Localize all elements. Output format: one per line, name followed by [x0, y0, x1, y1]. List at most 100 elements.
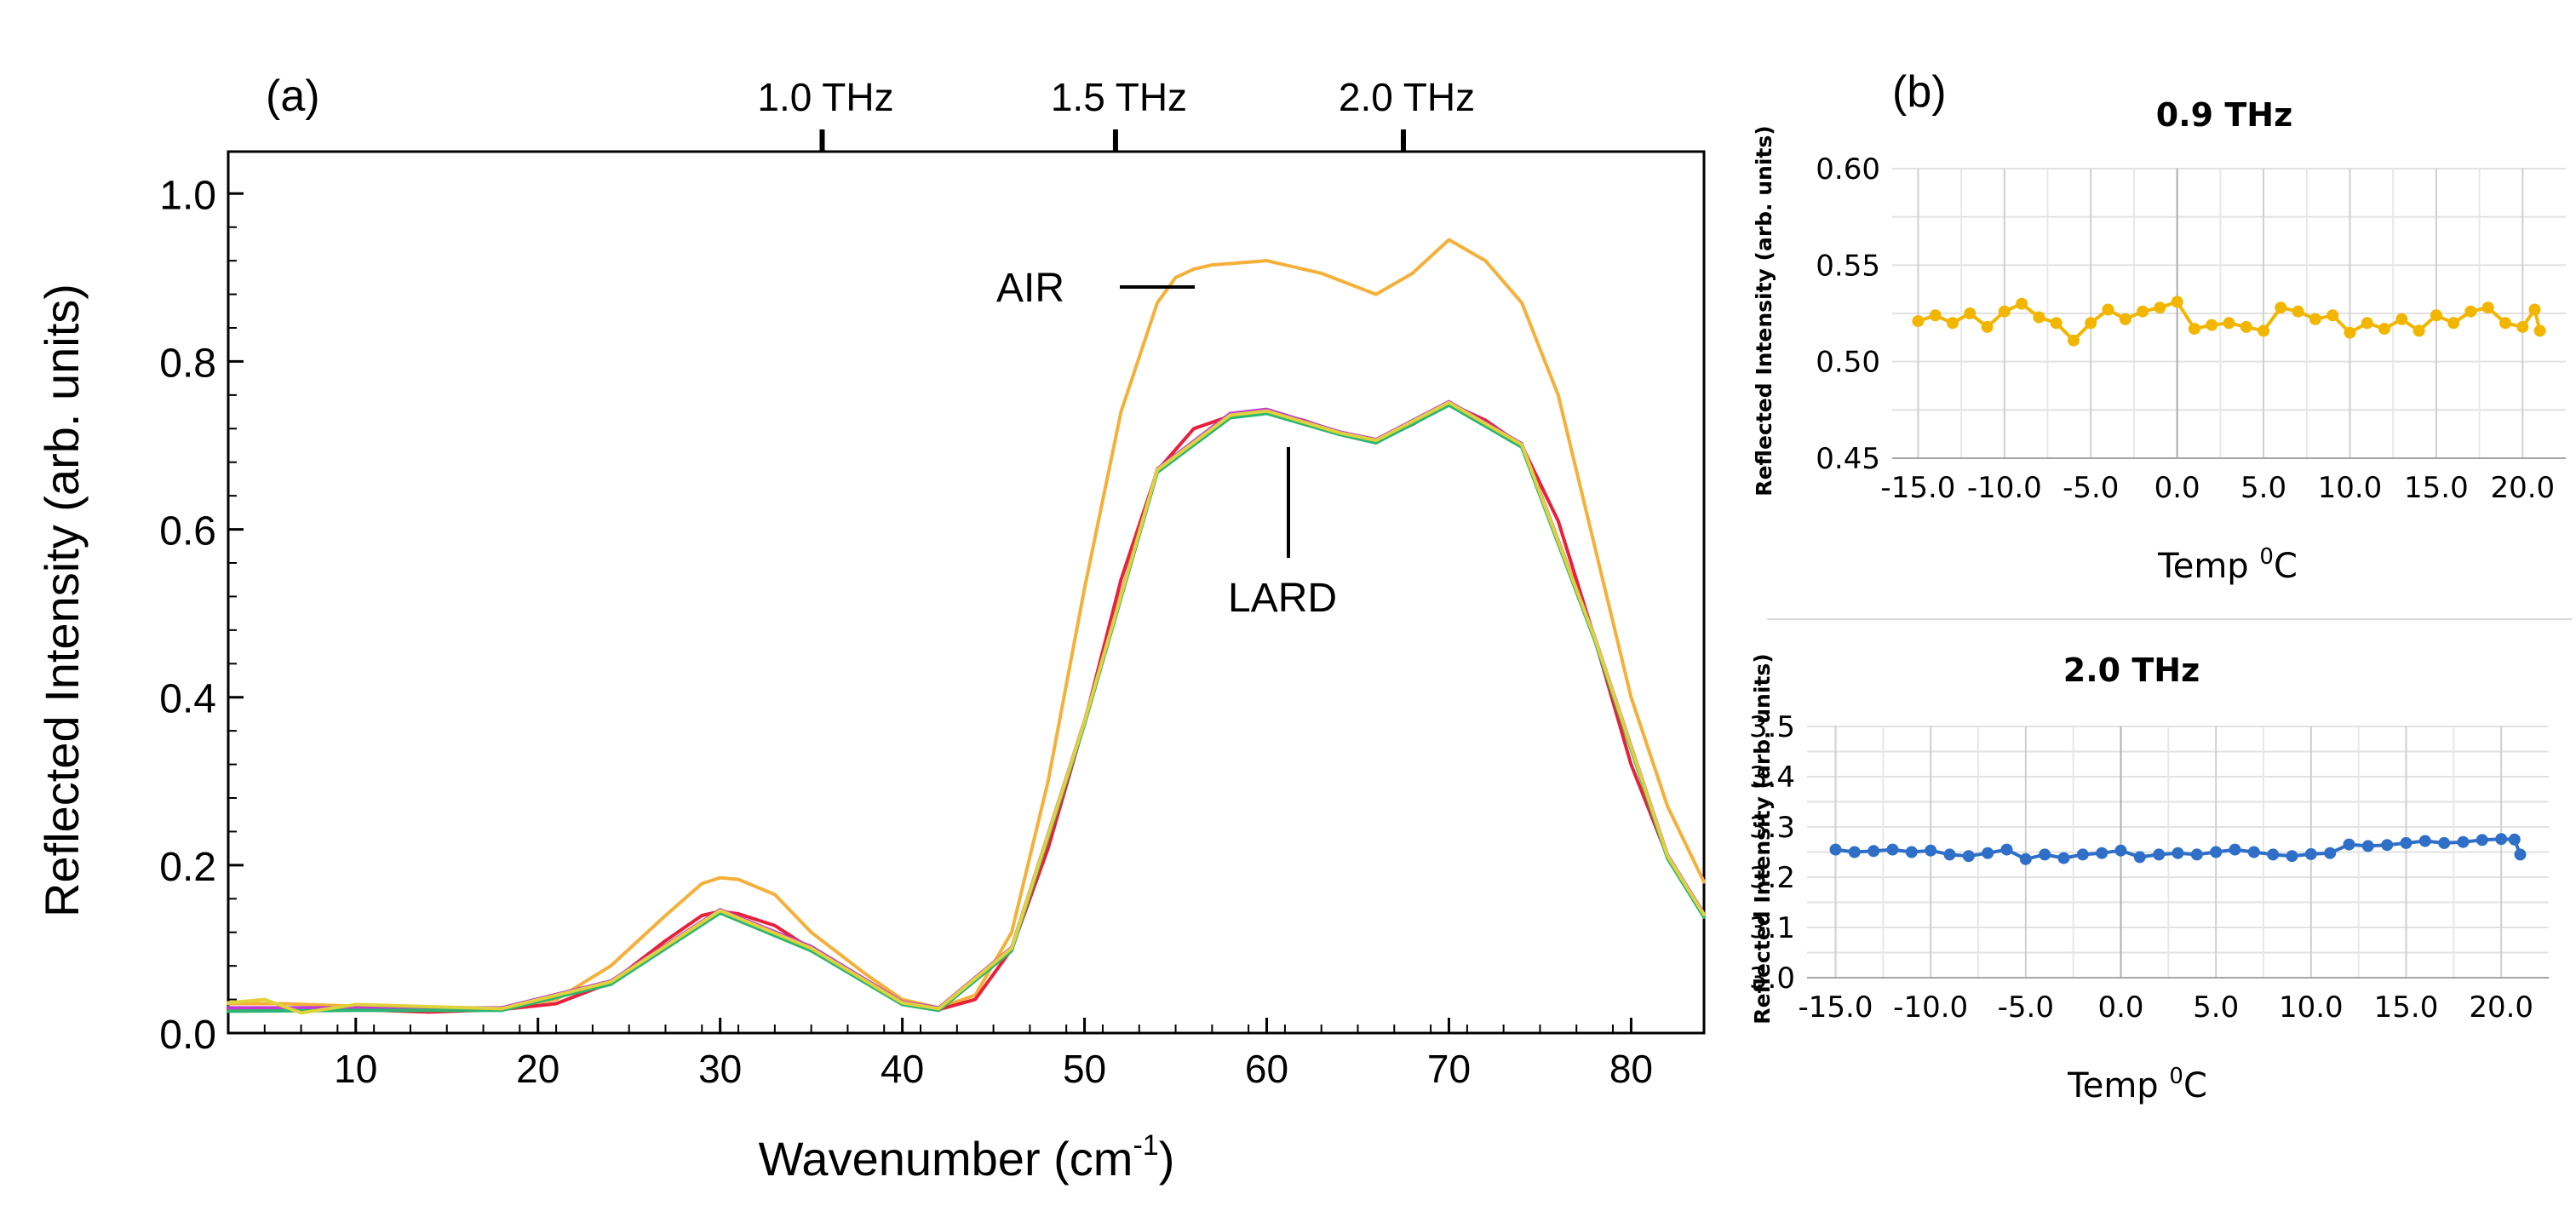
x-tick-label: -15.0 [1799, 990, 1873, 1025]
data-point [2361, 840, 2374, 852]
panel-b-bottom-xlabel: Temp 0C [2067, 1064, 2207, 1105]
data-point [2033, 311, 2045, 324]
data-point [2457, 835, 2470, 848]
y-tick-label: 3.1 [1749, 911, 1795, 945]
data-point [2438, 836, 2451, 849]
data-point [1905, 846, 1918, 858]
panel-b-bottom-ylabel: Reflected Intensity (arb. units) [1750, 653, 1775, 1024]
panel-b-bottom-title: 2.0 THz [2063, 652, 2200, 689]
data-point [2114, 844, 2127, 857]
x-tick-label: 5.0 [2240, 471, 2286, 505]
panel-b-top-xlabel-unit: C [2274, 547, 2298, 586]
panel-b-bottom-axes: 3.0 3.1 3.2 3.3 3.4 3.5 -15.0 -10.0 -5.0 0.0 5.0 10… [1749, 710, 2549, 1025]
panel-b-top-xlabel-text: Temp [2157, 547, 2259, 586]
data-point [2412, 324, 2425, 337]
y-tick-label: 3.4 [1749, 761, 1795, 795]
panel-b-top-xlabel: Temp 0C [2157, 544, 2298, 586]
data-point [2247, 846, 2260, 858]
data-point [2533, 324, 2546, 337]
data-point [2085, 317, 2097, 330]
y-tick-label: 3.3 [1749, 811, 1795, 845]
panel-a-y-axis: 0.0 0.2 0.4 0.6 0.8 1.0 [159, 173, 244, 1058]
panel-a: (a) 0.00.20.40.60.81.0 10 20 30 40 50 60 70 80 … [35, 72, 1706, 1185]
x-tick-label: 40 [881, 1047, 924, 1091]
data-point [1962, 850, 1975, 863]
x-tick-label: 80 [1609, 1047, 1653, 1091]
panel-b-top-series [1912, 296, 2546, 347]
y-tick-label: 3.0 [1749, 962, 1795, 996]
data-point [1947, 317, 1959, 330]
annotation-lard: LARD [1228, 576, 1337, 621]
data-point [1964, 307, 1976, 319]
annotation-air: AIR [996, 266, 1064, 311]
panel-b-top: (b) 0.9 THz 0.45 0.50 0.55 0.60 -15.0 -10.0 -5… [1752, 67, 2566, 586]
data-point [1929, 309, 1942, 322]
panel-b-top-ylabel: Reflected Intensity (arb. units) [1752, 125, 1776, 496]
x-tick-label: 5.0 [2193, 990, 2239, 1025]
y-tick-label: 0.50 [1816, 346, 1880, 380]
data-point [2395, 313, 2408, 325]
data-point [2495, 833, 2508, 846]
y-tick-label: 3.5 [1749, 710, 1795, 744]
x-tick-label: 15.0 [2404, 471, 2469, 505]
data-point [2076, 848, 2089, 861]
x-tick-label: 20 [516, 1047, 559, 1091]
data-point [2514, 848, 2527, 861]
top-axis-label: 2.0 THz [1339, 75, 1475, 119]
data-point [1886, 843, 1899, 856]
data-point [2381, 839, 2394, 852]
data-point [1943, 848, 1956, 861]
data-point [2464, 305, 2477, 318]
x-tick-label: -10.0 [1967, 471, 2042, 505]
data-point [2154, 301, 2166, 314]
data-point [2019, 852, 2032, 865]
x-tick-label: 20.0 [2490, 471, 2555, 505]
x-tick-label: 10.0 [2279, 990, 2344, 1025]
data-point [1982, 847, 1994, 859]
y-tick-label: 0.60 [1816, 152, 1880, 187]
panel-b-bottom-xlabel-unit: C [2183, 1066, 2207, 1105]
data-point [2361, 317, 2373, 330]
data-point [2057, 852, 2070, 864]
data-point [2528, 303, 2541, 316]
x-tick-label: 10 [334, 1047, 377, 1091]
data-point [2119, 313, 2131, 325]
data-point [2326, 309, 2339, 322]
data-point [2499, 317, 2511, 330]
panel-b-bottom-series [1829, 833, 2527, 865]
x-tick-label: 0.0 [2097, 990, 2143, 1025]
panel-a-x-axis: 10 20 30 40 50 60 70 80 [263, 1018, 1653, 1091]
data-point [2153, 848, 2166, 861]
panel-a-xlabel-text: Wavenumber (cm [759, 1132, 1133, 1185]
data-point [2508, 833, 2521, 846]
data-point [2292, 305, 2304, 318]
data-point [1848, 846, 1861, 858]
data-point [1912, 315, 1925, 328]
data-point [2016, 297, 2028, 310]
x-tick-label: -5.0 [2063, 471, 2119, 505]
data-point [2309, 313, 2321, 325]
data-point [1981, 320, 1994, 333]
y-tick-label: 0.2 [159, 845, 216, 890]
x-tick-label: 15.0 [2374, 990, 2439, 1025]
series-line-lard-2 [227, 399, 1706, 1010]
data-point [2190, 848, 2203, 861]
data-point [2039, 848, 2051, 861]
data-point [1998, 305, 2011, 318]
data-point [2378, 323, 2390, 336]
panel-a-xlabel: Wavenumber (cm-1) [759, 1129, 1175, 1185]
data-point [2240, 320, 2252, 333]
data-point [2171, 296, 2183, 308]
data-point [2188, 323, 2200, 336]
data-point [2481, 301, 2494, 314]
data-point [1867, 845, 1880, 858]
data-point [2223, 317, 2235, 330]
y-tick-label: 0.8 [159, 341, 216, 386]
panel-a-series [227, 238, 1706, 1015]
data-point [2258, 324, 2270, 337]
x-tick-label: 10.0 [2318, 471, 2383, 505]
panel-b-top-title: 0.9 THz [2156, 96, 2292, 134]
top-axis-label: 1.5 THz [1051, 75, 1187, 119]
top-axis-label: 1.0 THz [757, 75, 893, 119]
x-tick-label: 50 [1063, 1047, 1106, 1091]
